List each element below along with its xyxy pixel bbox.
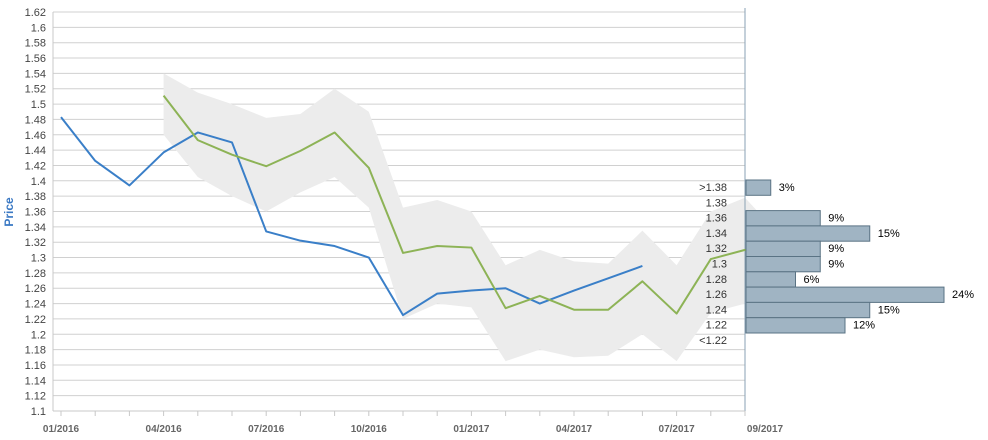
histogram-bar-value: 9% bbox=[828, 213, 844, 225]
histogram-bin-label: >1.38 bbox=[699, 182, 727, 194]
y-axis-label: Price bbox=[2, 197, 16, 227]
histogram-bar-value: 15% bbox=[878, 228, 900, 240]
histogram-bar bbox=[745, 210, 821, 227]
x-tick-label: 09/2017 bbox=[747, 424, 784, 435]
histogram-bin-label: 1.28 bbox=[706, 274, 727, 286]
histogram-bin-label: 1.26 bbox=[706, 289, 727, 301]
histogram-bar bbox=[745, 225, 871, 242]
histogram-bin-label: 1.22 bbox=[706, 320, 727, 332]
y-tick-label: 1.14 bbox=[25, 375, 46, 387]
histogram-bin-label: 1.24 bbox=[706, 304, 727, 316]
histogram-bin-label: 1.36 bbox=[706, 213, 727, 225]
x-tick-label: 01/2016 bbox=[43, 424, 80, 435]
x-tick-label: 07/2017 bbox=[659, 424, 696, 435]
histogram-bin-label: 1.3 bbox=[712, 259, 727, 271]
x-tick-label: 04/2017 bbox=[556, 424, 593, 435]
forecast-band-layer bbox=[163, 73, 780, 362]
histogram-bin-label: <1.22 bbox=[699, 335, 727, 347]
y-tick-label: 1.56 bbox=[25, 53, 46, 65]
histogram-bin-label: 1.34 bbox=[706, 228, 727, 240]
y-tick-label: 1.46 bbox=[25, 130, 46, 142]
histogram-bar-value: 3% bbox=[779, 182, 795, 194]
y-tick-label: 1.3 bbox=[31, 253, 46, 265]
y-tick-label: 1.42 bbox=[25, 160, 46, 172]
y-tick-label: 1.44 bbox=[25, 145, 46, 157]
histogram-bar-value: 24% bbox=[952, 289, 974, 301]
actual-series-line bbox=[60, 116, 643, 317]
y-tick-label: 1.36 bbox=[25, 207, 46, 219]
y-tick-label: 1.18 bbox=[25, 345, 46, 357]
y-tick-label: 1.62 bbox=[25, 7, 46, 19]
histogram-bar bbox=[745, 317, 846, 334]
x-tick-label: 10/2016 bbox=[351, 424, 388, 435]
y-tick-label: 1.52 bbox=[25, 84, 46, 96]
y-tick-label: 1.26 bbox=[25, 283, 46, 295]
histogram-bar-value: 9% bbox=[828, 259, 844, 271]
y-tick-label: 1.6 bbox=[31, 22, 46, 34]
histogram-bar-value: 6% bbox=[804, 274, 820, 286]
axes bbox=[52, 8, 746, 412]
histogram-bar-value: 9% bbox=[828, 243, 844, 255]
y-axis-ticks: 1.62 1.6 1.58 1.56 1.54 1.52 1.5 1.48 1.46 1.44 1.… bbox=[25, 7, 46, 418]
x-tick-label: 01/2017 bbox=[453, 424, 490, 435]
y-tick-label: 1.38 bbox=[25, 191, 46, 203]
y-tick-label: 1.1 bbox=[31, 406, 46, 418]
histogram-bar bbox=[745, 256, 821, 273]
y-tick-label: 1.4 bbox=[31, 176, 46, 188]
y-tick-label: 1.28 bbox=[25, 268, 46, 280]
y-tick-label: 1.5 bbox=[31, 99, 46, 111]
y-tick-label: 1.58 bbox=[25, 38, 46, 50]
x-axis-ticks: 01/2016 04/2016 07/2016 10/2016 01/2017 04/20… bbox=[43, 411, 784, 435]
histogram-bar bbox=[745, 240, 821, 257]
histogram-bar bbox=[745, 286, 945, 303]
histogram-bar-value: 12% bbox=[853, 320, 875, 332]
confidence-band bbox=[163, 73, 780, 362]
y-tick-label: 1.48 bbox=[25, 114, 46, 126]
y-tick-label: 1.24 bbox=[25, 299, 46, 311]
histogram-bar bbox=[745, 271, 796, 288]
histogram-bar-value: 15% bbox=[878, 304, 900, 316]
histogram-bar bbox=[745, 179, 772, 196]
histogram-bar bbox=[745, 301, 871, 319]
histogram-bin-label: 1.38 bbox=[706, 197, 727, 209]
y-tick-label: 1.16 bbox=[25, 360, 46, 372]
distribution-histogram: >1.38 3% 1.38 1.36 9% 1.34 15% 1.32 9% 1.3 9% 1.28 6… bbox=[699, 179, 974, 347]
x-tick-label: 04/2016 bbox=[146, 424, 183, 435]
y-tick-label: 1.2 bbox=[31, 329, 46, 341]
y-tick-label: 1.32 bbox=[25, 237, 46, 249]
histogram-bin-label: 1.32 bbox=[706, 243, 727, 255]
x-tick-label: 07/2016 bbox=[248, 424, 285, 435]
y-tick-label: 1.12 bbox=[25, 391, 46, 403]
y-tick-label: 1.34 bbox=[25, 222, 46, 234]
y-tick-label: 1.22 bbox=[25, 314, 46, 326]
series-lines bbox=[60, 95, 780, 317]
y-tick-label: 1.54 bbox=[25, 68, 46, 80]
